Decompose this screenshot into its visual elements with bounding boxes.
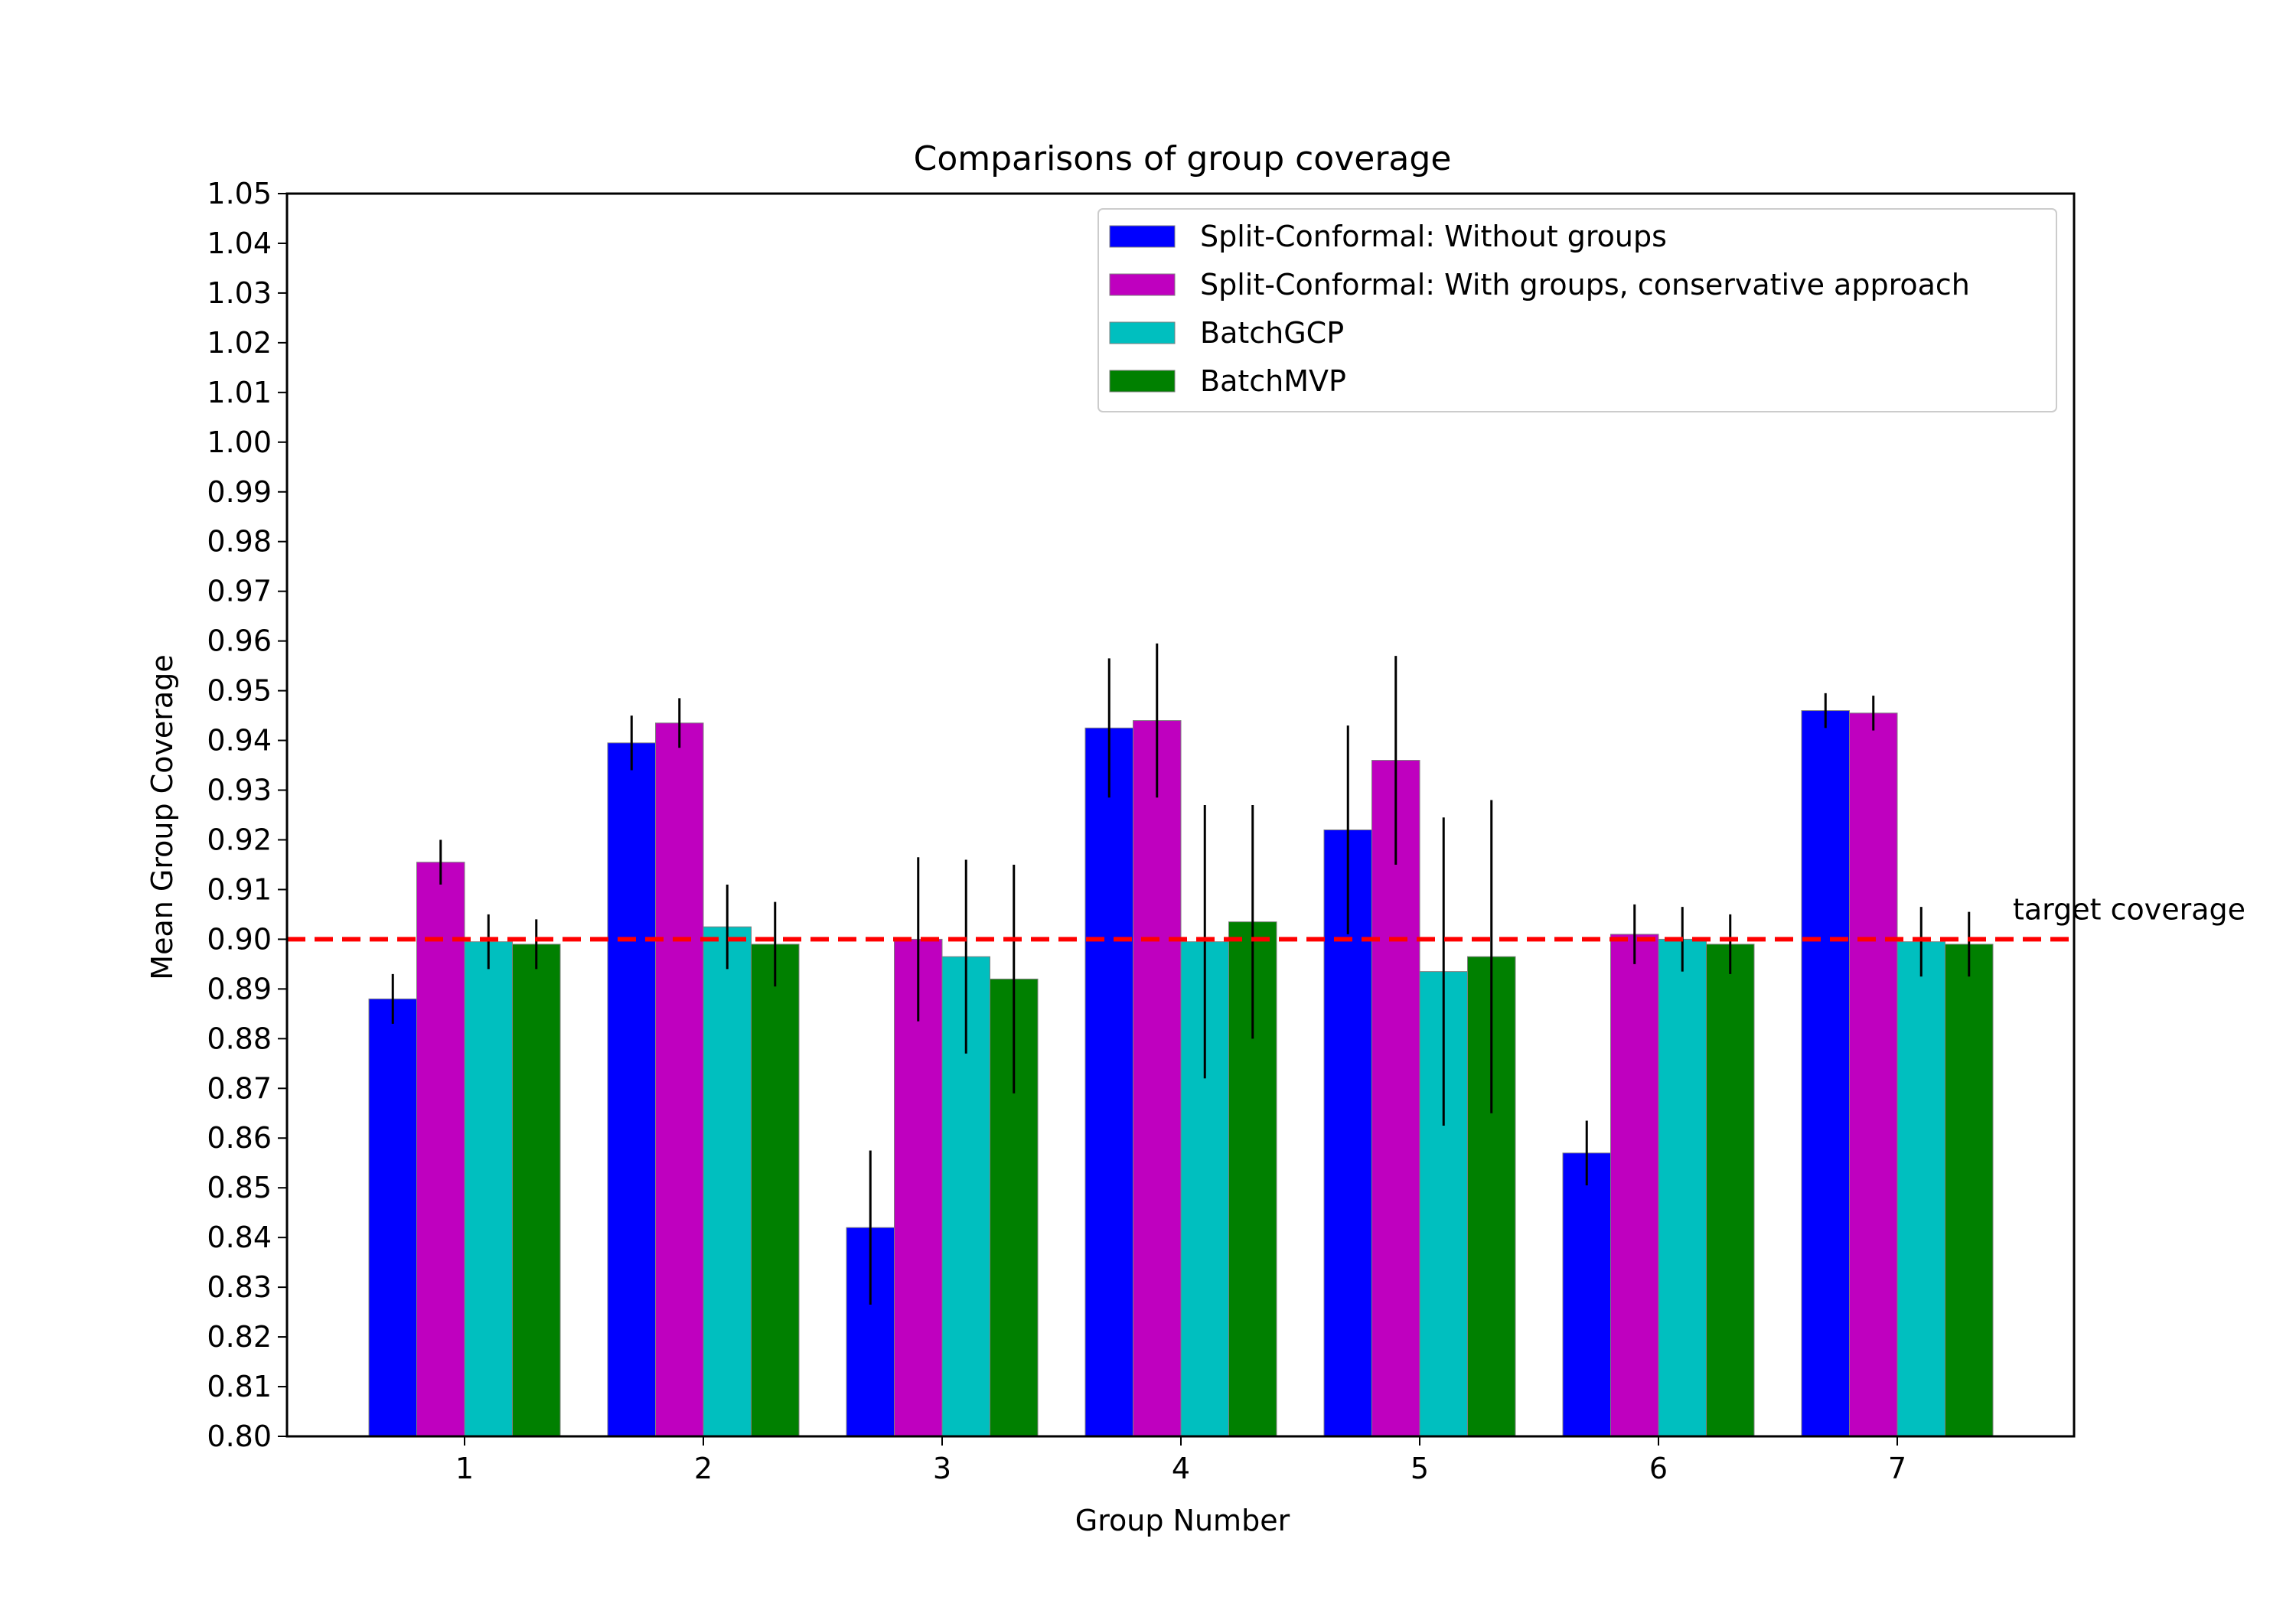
y-tick-label: 0.85 <box>207 1171 272 1204</box>
bar-2-group-2 <box>655 722 704 1437</box>
x-tick-label: 1 <box>455 1452 474 1485</box>
y-tick-label: 0.80 <box>207 1420 272 1453</box>
y-tick-label: 0.82 <box>207 1320 272 1354</box>
bar-2-group-4 <box>1133 720 1182 1437</box>
bar-2-group-1 <box>416 862 465 1437</box>
axes: 0.80 0.81 0.82 0.83 0.84 0.85 0.86 0.87 0.88 0.89… <box>207 177 2076 1485</box>
x-axis-label: Group Number <box>1075 1504 1290 1537</box>
legend-entry-2: Split-Conformal: With groups, conservati… <box>1200 268 1970 302</box>
bar-1-group-1 <box>368 998 417 1437</box>
y-tick-label: 1.05 <box>207 177 272 210</box>
chart-title: Comparisons of group coverage <box>914 139 1452 178</box>
y-tick-label: 0.81 <box>207 1370 272 1403</box>
y-tick-label: 0.93 <box>207 774 272 807</box>
y-tick-label: 1.04 <box>207 227 272 260</box>
y-tick-label: 0.94 <box>207 724 272 758</box>
bar-4-group-1 <box>512 944 561 1437</box>
plot-area: target coverage <box>287 643 2245 1437</box>
bar-3-group-7 <box>1896 941 1945 1437</box>
legend-swatch-3 <box>1109 321 1176 344</box>
y-tick-label: 1.00 <box>207 425 272 459</box>
legend-box <box>1097 208 2057 412</box>
y-tick-label: 1.02 <box>207 326 272 360</box>
y-tick-label: 0.89 <box>207 972 272 1006</box>
y-tick-label: 0.97 <box>207 575 272 608</box>
y-tick-label: 0.84 <box>207 1221 272 1254</box>
legend-swatch-1 <box>1109 225 1176 248</box>
x-tick-label: 2 <box>694 1452 713 1485</box>
bar-1-group-7 <box>1801 710 1850 1437</box>
x-tick-label: 6 <box>1649 1452 1668 1485</box>
y-tick-label: 0.86 <box>207 1121 272 1155</box>
legend-entry-1: Split-Conformal: Without groups <box>1200 220 1667 253</box>
y-tick-label: 0.98 <box>207 525 272 559</box>
bar-4-group-6 <box>1706 944 1755 1437</box>
bar-4-group-7 <box>1945 944 1994 1437</box>
x-tick-label: 5 <box>1411 1452 1429 1485</box>
bar-2-group-6 <box>1610 934 1659 1437</box>
bar-1-group-2 <box>607 742 656 1437</box>
y-tick-label: 0.83 <box>207 1270 272 1304</box>
bar-4-group-2 <box>751 944 800 1437</box>
legend-entry-4: BatchMVP <box>1200 364 1346 398</box>
y-tick-label: 0.92 <box>207 823 272 856</box>
bar-1-group-6 <box>1562 1152 1611 1437</box>
x-tick-label: 3 <box>933 1452 951 1485</box>
y-tick-label: 0.87 <box>207 1071 272 1105</box>
y-axis-label: Mean Group Coverage <box>145 654 179 980</box>
y-tick-label: 0.99 <box>207 475 272 509</box>
legend: Split-Conformal: Without groups Split-Con… <box>1097 208 2057 412</box>
bar-3-group-1 <box>464 941 513 1437</box>
bar-3-group-2 <box>703 926 752 1437</box>
legend-entry-3: BatchGCP <box>1200 316 1344 350</box>
bar-2-group-5 <box>1371 760 1420 1437</box>
bar-2-group-7 <box>1849 712 1898 1437</box>
y-tick-label: 0.95 <box>207 674 272 708</box>
y-tick-label: 1.01 <box>207 376 272 409</box>
legend-swatch-4 <box>1109 370 1176 393</box>
legend-swatch-2 <box>1109 273 1176 296</box>
y-tick-label: 0.91 <box>207 872 272 906</box>
bar-1-group-4 <box>1084 727 1133 1437</box>
y-tick-label: 1.03 <box>207 276 272 310</box>
x-tick-label: 4 <box>1172 1452 1190 1485</box>
bar-3-group-6 <box>1658 938 1707 1437</box>
target-coverage-label: target coverage <box>2013 892 2245 926</box>
x-tick-label: 7 <box>1888 1452 1906 1485</box>
y-tick-label: 0.88 <box>207 1022 272 1055</box>
y-tick-label: 0.90 <box>207 922 272 956</box>
y-tick-label: 0.96 <box>207 624 272 658</box>
